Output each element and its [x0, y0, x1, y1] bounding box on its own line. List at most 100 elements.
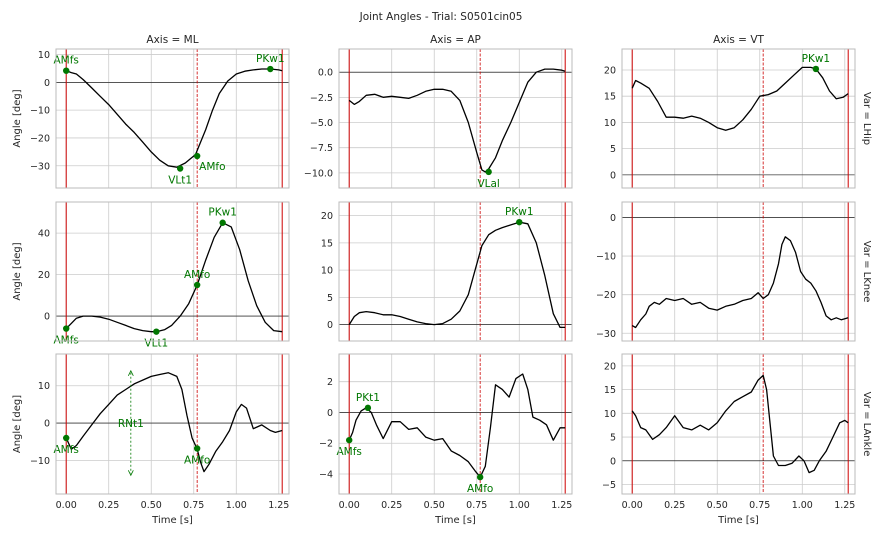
x-tick-label: 0.25: [664, 500, 685, 511]
y-tick-label: 15: [321, 238, 333, 249]
y-tick-label: 20: [321, 211, 333, 222]
axes-frame: [55, 201, 290, 342]
subplot-r1-c1: PKw1 0 5 10 15 20: [321, 201, 573, 342]
event-marker: [219, 219, 226, 226]
y-tick-label: 0: [44, 419, 50, 430]
event-marker: [193, 152, 201, 160]
event-marker: [485, 168, 492, 176]
subplot-title: Axis = ML: [146, 34, 198, 46]
figure-title: Joint Angles - Trial: S0501cin05: [359, 11, 523, 23]
y-tick-label: 10: [321, 266, 333, 277]
event-marker-label: PKt1: [356, 392, 380, 404]
y-axis-label: Angle [deg]: [12, 89, 23, 147]
event-marker: [193, 445, 201, 452]
x-tick-label: 0.50: [141, 500, 162, 511]
y-tick-label: −10.0: [304, 168, 333, 179]
series-line: [348, 68, 566, 173]
x-axis-label: Time [s]: [151, 515, 193, 526]
y-tick-label: 20: [604, 65, 616, 76]
y-tick-label: −30: [30, 161, 50, 172]
axes-frame: [338, 48, 573, 189]
range-arrow-head-down: [127, 470, 134, 477]
axes-frame: [338, 353, 573, 495]
event-marker-label: PKw1: [256, 53, 285, 65]
x-axis-label: Time [s]: [434, 515, 476, 526]
axes-frame: [55, 48, 290, 189]
event-marker: [516, 218, 523, 226]
event-marker: [364, 404, 372, 412]
event-marker: [153, 328, 160, 335]
x-tick-label: 0.00: [56, 500, 77, 511]
y-tick-label: 0: [327, 320, 333, 331]
y-tick-label: 0: [327, 408, 333, 419]
event-marker: [267, 65, 274, 73]
axes-frame: [621, 353, 856, 495]
series-line: [65, 222, 283, 333]
subplot-title: Axis = VT: [713, 34, 764, 46]
y-tick-label: −4: [319, 470, 333, 481]
y-axis-label: Angle [deg]: [12, 395, 23, 453]
x-tick-label: 0.75: [466, 500, 487, 511]
subplot-r0-c0: AMfs VLt1 AMfo PKw1 −30 −20 −10 0 10 Axis = ML Ang…: [12, 34, 290, 189]
x-tick-label: 0.00: [339, 500, 360, 511]
event-marker-label: AMfs: [336, 446, 361, 458]
range-arrow-head-up: [127, 369, 134, 376]
event-marker-label: PKw1: [505, 206, 534, 218]
y-tick-label: 0: [44, 78, 50, 89]
event-marker-label: VLt1: [144, 338, 168, 350]
y-tick-label: 20: [604, 361, 616, 372]
series-line: [631, 236, 849, 329]
y-tick-label: −2.5: [310, 93, 333, 104]
event-marker-label: AMfo: [184, 454, 210, 466]
event-marker: [176, 165, 184, 172]
event-marker: [63, 434, 70, 442]
series-line: [631, 374, 849, 474]
y-tick-label: 15: [604, 385, 616, 396]
subplot-r1-c2: −30 −20 −10 0 Var = LKnee: [596, 201, 872, 342]
x-tick-label: 0.50: [424, 500, 445, 511]
y-tick-label: −10: [30, 106, 50, 117]
x-tick-label: 1.25: [834, 500, 855, 511]
x-tick-label: 1.00: [226, 500, 247, 511]
x-tick-label: 0.25: [98, 500, 119, 511]
x-tick-label: 0.75: [183, 500, 204, 511]
y-tick-label: 0: [44, 312, 50, 323]
x-tick-label: 1.25: [551, 500, 572, 511]
subplot-title: Axis = AP: [430, 34, 481, 46]
y-tick-label: 10: [604, 409, 616, 420]
subplot-r2-c0: RNt1 AMfs AMfo −10 0 10 0.00 0.25 0.50 0.75 1.00 1.…: [12, 353, 290, 526]
x-tick-label: 0.75: [749, 500, 770, 511]
event-marker-label: VLal: [477, 178, 499, 190]
axes-frame: [338, 201, 573, 342]
y-tick-label: 40: [38, 229, 50, 240]
x-tick-label: 0.00: [622, 500, 643, 511]
y-tick-label: 10: [38, 381, 50, 392]
x-axis-label: Time [s]: [717, 515, 759, 526]
series-line: [631, 66, 849, 131]
event-marker: [812, 65, 820, 73]
range-annotation-label: RNt1: [118, 418, 144, 430]
event-marker-label: PKw1: [802, 53, 831, 65]
subplot-grid: AMfs VLt1 AMfo PKw1 −30 −20 −10 0 10 Axis = ML Ang…: [12, 34, 872, 526]
y-tick-label: −10: [596, 252, 616, 263]
event-marker-label: AMfo: [199, 161, 225, 173]
y-tick-label: −30: [596, 329, 616, 340]
y-tick-label: 15: [604, 92, 616, 103]
series-line: [348, 221, 566, 329]
event-marker: [63, 325, 70, 332]
series-line: [65, 68, 283, 168]
y-tick-label: −20: [596, 290, 616, 301]
subplot-r0-c2: PKw1 0 5 10 15 20 Axis = VT Var = LHip: [604, 34, 872, 189]
y-tick-label: −20: [30, 133, 50, 144]
y-axis-label: Angle [deg]: [12, 242, 23, 300]
event-marker-label: PKw1: [208, 207, 237, 219]
x-tick-label: 1.00: [509, 500, 530, 511]
event-marker-label: AMfo: [467, 483, 493, 495]
y-tick-label: 0: [610, 456, 616, 467]
y-tick-label: 5: [327, 293, 333, 304]
event-marker-label: AMfo: [184, 269, 210, 281]
event-marker-label: AMfs: [53, 55, 78, 67]
y-tick-label: 10: [38, 50, 50, 61]
